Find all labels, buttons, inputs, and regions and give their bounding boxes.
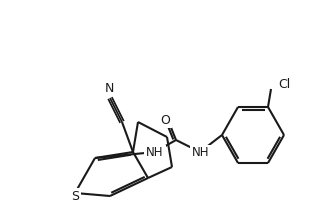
Text: Cl: Cl bbox=[278, 78, 290, 91]
Text: O: O bbox=[160, 114, 170, 126]
Text: S: S bbox=[71, 190, 79, 202]
Text: NH: NH bbox=[146, 147, 164, 159]
Text: N: N bbox=[104, 81, 114, 95]
Text: NH: NH bbox=[192, 147, 210, 159]
